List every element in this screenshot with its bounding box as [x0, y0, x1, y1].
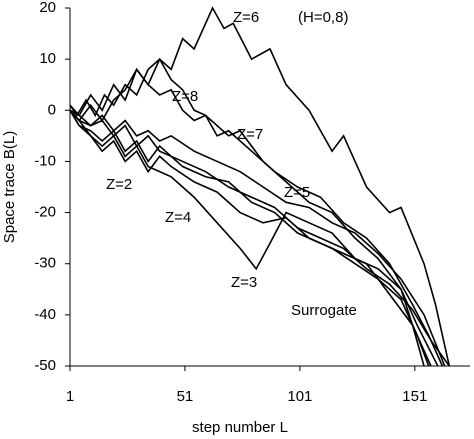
- annotation: (H=0,8): [298, 9, 348, 26]
- x-axis-label: step number L: [192, 419, 288, 436]
- series-line: [69, 109, 446, 367]
- y-axis-label: Space trace B(L): [1, 131, 18, 244]
- series-line: [69, 6, 451, 367]
- series-label: Z=5: [284, 184, 310, 201]
- series-line: [69, 109, 425, 367]
- series-label: Z=3: [231, 274, 257, 291]
- series-label: Surrogate: [291, 302, 357, 319]
- series-label: Z=4: [165, 209, 191, 226]
- y-tick-label: 10: [39, 50, 56, 67]
- series-line: [69, 109, 430, 367]
- series-line: [69, 57, 444, 367]
- y-tick-label: -30: [34, 255, 56, 272]
- series-label: Z=6: [233, 9, 259, 26]
- x-tick-label: 1: [66, 388, 74, 405]
- x-tick-label: 151: [402, 388, 427, 405]
- series-line: [69, 109, 432, 367]
- series-label: Z=2: [106, 176, 132, 193]
- y-tick-label: -50: [34, 357, 56, 374]
- y-tick-label: -10: [34, 152, 56, 169]
- series-line: [69, 109, 450, 367]
- y-tick-label: 0: [48, 101, 56, 118]
- series-line: [69, 67, 439, 367]
- y-tick-label: -20: [34, 204, 56, 221]
- x-tick-label: 51: [177, 388, 194, 405]
- y-tick-label: 20: [39, 0, 56, 16]
- y-tick-label: -40: [34, 306, 56, 323]
- series-label: Z=8: [172, 88, 198, 105]
- x-tick-label: 101: [287, 388, 312, 405]
- series-label: Z=7: [237, 126, 263, 143]
